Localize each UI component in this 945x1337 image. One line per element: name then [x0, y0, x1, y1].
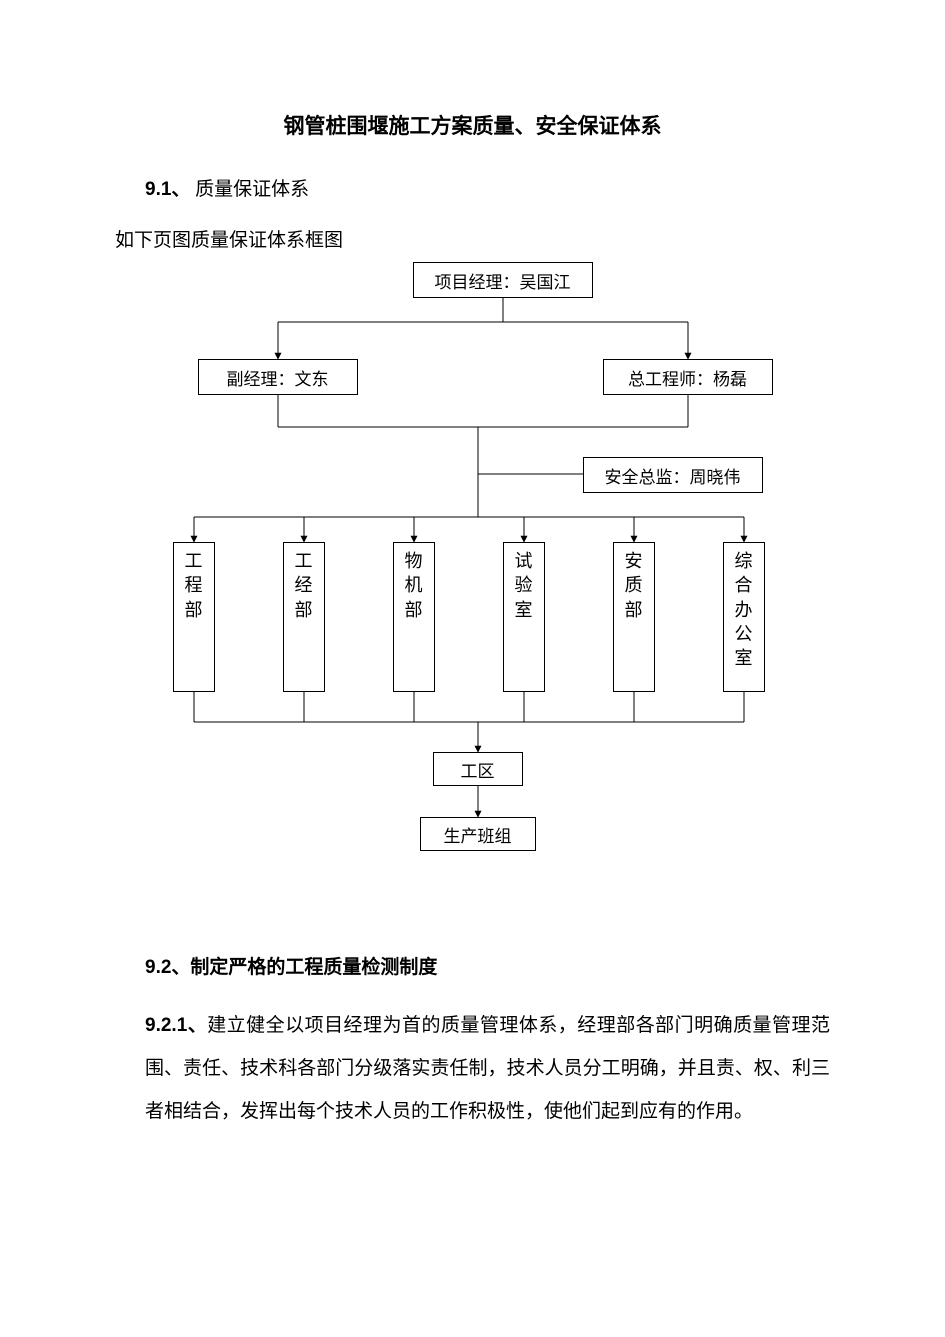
flowchart-caption: 如下页图质量保证体系框图: [115, 225, 830, 252]
node-dept-lab: 试验室: [503, 542, 545, 692]
section-9-2-label: 制定严格的工程质量检测制度: [190, 957, 437, 978]
para-text: 建立健全以项目经理为首的质量管理体系，经理部各部门明确质量管理范围、责任、技术科…: [145, 1015, 830, 1122]
node-dept-economy: 工经部: [283, 542, 325, 692]
section-9-2-heading: 9.2、制定严格的工程质量检测制度: [145, 952, 830, 979]
node-chief-engineer: 总工程师：杨磊: [603, 359, 773, 395]
section-9-1-heading: 9.1、 质量保证体系: [145, 174, 830, 201]
section-number: 9.1、: [145, 179, 190, 200]
node-dept-materials: 物机部: [393, 542, 435, 692]
node-safety-director: 安全总监：周晓伟: [583, 457, 763, 493]
node-production-team: 生产班组: [420, 817, 536, 851]
node-project-manager: 项目经理：吴国江: [413, 262, 593, 298]
node-dept-engineering: 工程部: [173, 542, 215, 692]
node-dept-safety-quality: 安质部: [613, 542, 655, 692]
node-deputy-manager: 副经理：文东: [198, 359, 358, 395]
para-number: 9.2.1、: [145, 1015, 207, 1036]
node-dept-office: 综合办公室: [723, 542, 765, 692]
section-label: 质量保证体系: [195, 179, 309, 200]
document-page: 钢管桩围堰施工方案质量、安全保证体系 9.1、 质量保证体系 如下页图质量保证体…: [0, 0, 945, 1193]
flowchart-connectors: [123, 262, 823, 882]
quality-system-flowchart: 项目经理：吴国江 副经理：文东 总工程师：杨磊 安全总监：周晓伟 工程部 工经部…: [123, 262, 823, 882]
document-title: 钢管桩围堰施工方案质量、安全保证体系: [115, 110, 830, 140]
node-work-area: 工区: [433, 752, 523, 786]
section-9-2-number: 9.2、: [145, 957, 190, 978]
paragraph-9-2-1: 9.2.1、建立健全以项目经理为首的质量管理体系，经理部各部门明确质量管理范围、…: [145, 1005, 830, 1133]
